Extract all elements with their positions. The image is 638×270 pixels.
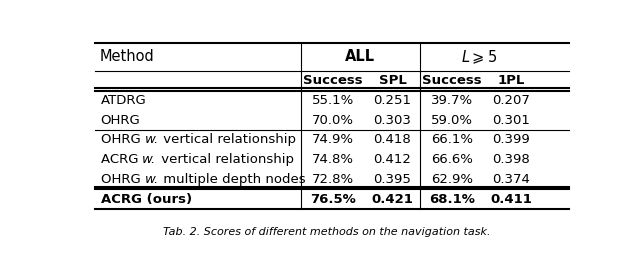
Text: 76.5%: 76.5%	[310, 193, 356, 206]
Text: 0.207: 0.207	[492, 94, 530, 107]
Text: 0.399: 0.399	[493, 133, 530, 147]
Text: OHRG: OHRG	[101, 114, 140, 127]
Text: ALL: ALL	[345, 49, 375, 64]
Text: 0.301: 0.301	[492, 114, 530, 127]
Text: 74.8%: 74.8%	[312, 153, 354, 166]
Text: 0.412: 0.412	[373, 153, 412, 166]
Text: Success: Success	[303, 74, 363, 87]
Text: 0.418: 0.418	[374, 133, 412, 147]
Text: 70.0%: 70.0%	[312, 114, 354, 127]
Text: 59.0%: 59.0%	[431, 114, 473, 127]
Text: OHRG: OHRG	[101, 173, 145, 186]
Text: multiple depth nodes: multiple depth nodes	[159, 173, 306, 186]
Text: 1PL: 1PL	[498, 74, 525, 87]
Text: Tab. 2. Scores of different methods on the navigation task.: Tab. 2. Scores of different methods on t…	[163, 227, 491, 237]
Text: OHRG: OHRG	[101, 133, 145, 147]
Text: 66.1%: 66.1%	[431, 133, 473, 147]
Text: ACRG (ours): ACRG (ours)	[101, 193, 191, 206]
Text: 0.395: 0.395	[373, 173, 412, 186]
Text: Success: Success	[422, 74, 482, 87]
Text: 62.9%: 62.9%	[431, 173, 473, 186]
Text: 0.303: 0.303	[373, 114, 412, 127]
Text: $L \geqslant 5$: $L \geqslant 5$	[461, 48, 497, 66]
Text: SPL: SPL	[378, 74, 406, 87]
Text: vertical relationship: vertical relationship	[156, 153, 293, 166]
Text: 74.9%: 74.9%	[312, 133, 354, 147]
Text: w.: w.	[145, 133, 159, 147]
Text: 66.6%: 66.6%	[431, 153, 473, 166]
Text: vertical relationship: vertical relationship	[159, 133, 296, 147]
Text: 0.398: 0.398	[493, 153, 530, 166]
Text: w.: w.	[145, 173, 159, 186]
Text: 68.1%: 68.1%	[429, 193, 475, 206]
Text: 0.411: 0.411	[490, 193, 532, 206]
Text: 0.374: 0.374	[492, 173, 530, 186]
Text: 0.421: 0.421	[371, 193, 413, 206]
Text: 0.251: 0.251	[373, 94, 412, 107]
Text: 39.7%: 39.7%	[431, 94, 473, 107]
Text: 55.1%: 55.1%	[312, 94, 354, 107]
Text: w.: w.	[142, 153, 156, 166]
Text: ACRG: ACRG	[101, 153, 142, 166]
Text: Method: Method	[100, 49, 154, 64]
Text: ATDRG: ATDRG	[101, 94, 146, 107]
Text: 72.8%: 72.8%	[312, 173, 354, 186]
